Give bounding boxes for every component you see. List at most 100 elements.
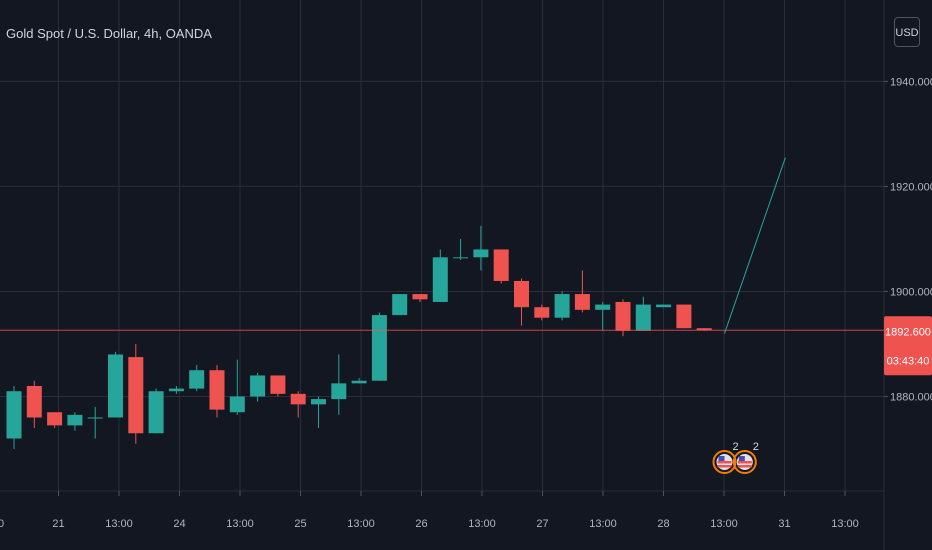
- x-tick-label: 13:00: [105, 518, 133, 530]
- candle-body: [351, 380, 367, 384]
- candle-body: [26, 385, 42, 418]
- candle: [493, 249, 509, 284]
- candle-body: [432, 257, 448, 302]
- candle: [270, 375, 286, 397]
- candle-body: [189, 370, 205, 389]
- candle: [514, 278, 529, 326]
- candle-body: [574, 294, 590, 310]
- last-price-label: 1892.600: [885, 326, 931, 338]
- candle-body: [635, 304, 651, 331]
- countdown-label: 03:43:40: [887, 355, 930, 367]
- price-tag-box: [884, 316, 932, 376]
- candle-body: [290, 393, 306, 405]
- x-tick-label: 25: [294, 518, 306, 530]
- event-count-label: 2: [733, 441, 739, 453]
- candle-body: [108, 354, 123, 418]
- candle: [128, 343, 144, 444]
- price-axis[interactable]: 1940.000 1920.000 1900.000 1880.000: [884, 76, 932, 403]
- currency-button[interactable]: USD: [894, 17, 920, 47]
- candle-body: [250, 375, 266, 397]
- candle: [87, 406, 103, 439]
- candle-body: [270, 375, 286, 394]
- x-tick-label: 13:00: [468, 518, 496, 530]
- y-tick-label: 1880.000: [890, 391, 932, 403]
- candle: [432, 249, 448, 302]
- x-tick-label: 13:00: [831, 518, 859, 530]
- candle-body: [67, 414, 83, 426]
- candle-body: [595, 304, 611, 310]
- x-tick-label: 13:00: [347, 518, 375, 530]
- candle: [311, 396, 326, 428]
- axes: [0, 0, 885, 550]
- candle-body: [615, 301, 631, 331]
- candle: [229, 359, 245, 415]
- candle-body: [229, 396, 245, 413]
- candle: [635, 296, 651, 331]
- candles: [6, 225, 712, 449]
- last-price-tag: 1892.600 03:43:40: [884, 316, 932, 376]
- candle: [656, 304, 672, 308]
- x-tick-label: 27: [536, 518, 548, 530]
- candle-body: [696, 328, 712, 331]
- candle-body: [148, 391, 164, 434]
- candle: [6, 385, 22, 449]
- overlays: [0, 157, 884, 334]
- candle-body: [493, 249, 509, 281]
- candle-body: [453, 257, 469, 259]
- candle: [371, 312, 387, 381]
- x-tick-label: 20: [0, 518, 4, 530]
- x-tick-label: 21: [52, 518, 64, 530]
- candle: [148, 388, 164, 434]
- candle: [392, 294, 408, 316]
- candle-body: [331, 383, 347, 400]
- event-count-label: 2: [753, 441, 759, 453]
- candle: [209, 364, 225, 418]
- candle-body: [209, 370, 225, 410]
- candle-body: [392, 294, 408, 316]
- candle-body: [534, 307, 550, 318]
- symbol-title: Gold Spot / U.S. Dollar, 4h, OANDA: [6, 26, 212, 41]
- candle: [331, 354, 347, 415]
- x-tick-label: 13:00: [710, 518, 738, 530]
- candle-body: [371, 315, 387, 381]
- event-marker-icon[interactable]: 2: [712, 441, 739, 474]
- candle: [453, 238, 469, 260]
- candle: [168, 385, 184, 394]
- candle-body: [87, 417, 103, 419]
- flag-stripe: [737, 461, 752, 464]
- candle: [676, 304, 692, 329]
- candle: [473, 225, 489, 271]
- x-tick-label: 24: [173, 518, 185, 530]
- flag-canton: [738, 456, 745, 461]
- projection-line[interactable]: [724, 157, 786, 334]
- candle: [534, 304, 550, 321]
- flag-stripe: [717, 461, 732, 464]
- candle: [47, 412, 63, 428]
- x-tick-label: 31: [778, 518, 790, 530]
- candle: [595, 301, 611, 331]
- x-tick-label: 28: [657, 518, 669, 530]
- event-marker-icon[interactable]: 2: [732, 441, 759, 474]
- candle-body: [676, 304, 692, 329]
- candle: [67, 412, 83, 431]
- candle: [250, 372, 266, 402]
- x-tick-label: 13:00: [589, 518, 617, 530]
- x-tick-label: 13:00: [226, 518, 254, 530]
- candle: [290, 391, 306, 418]
- candle-body: [656, 304, 672, 308]
- y-tick-label: 1900.000: [890, 286, 932, 298]
- time-axis[interactable]: 20 21 13:00 24 13:00 25 13:00 26 13:00 27 13:00 28 1…: [0, 491, 859, 530]
- candle-body: [128, 357, 144, 434]
- candle: [189, 364, 205, 392]
- candle: [26, 380, 42, 428]
- event-marker-ring: [712, 450, 737, 474]
- candle-body: [6, 391, 22, 439]
- flag-canton: [718, 456, 725, 461]
- x-tick-label: 26: [415, 518, 427, 530]
- candle-body: [311, 399, 326, 405]
- candle: [554, 291, 570, 321]
- flag-stripe: [737, 465, 752, 468]
